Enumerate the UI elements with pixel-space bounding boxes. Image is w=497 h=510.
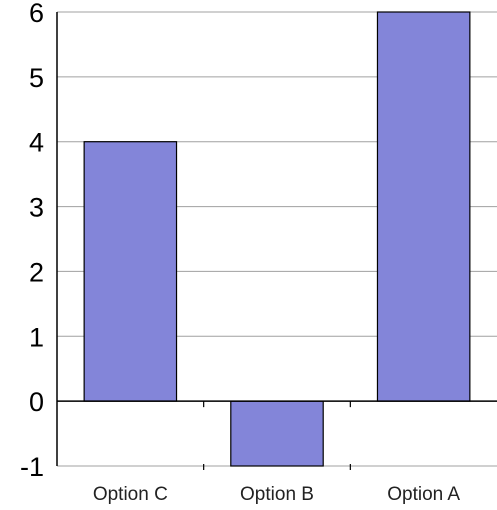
x-tick-label-option-a: Option A [387,484,460,505]
x-tick-label-option-b: Option B [240,484,314,505]
y-tick-label-0: -1 [20,452,44,482]
y-tick-label-3: 2 [29,257,44,287]
y-tick-labels: -1 0 1 2 3 4 5 6 [20,0,44,482]
y-tick-label-2: 1 [29,322,44,352]
y-tick-label-1: 0 [29,387,44,417]
bar-option-c [83,141,178,402]
x-tick-labels: Option C Option B Option A [93,484,461,505]
y-tick-label-5: 4 [29,128,44,158]
y-tick-label-7: 6 [29,0,44,28]
bar-option-b [230,400,324,467]
bars [83,11,471,467]
x-tick-label-option-c: Option C [93,484,168,505]
axes [56,12,497,470]
bar-option-a [376,11,471,402]
y-tick-label-6: 5 [29,63,44,93]
y-tick-label-4: 3 [29,193,44,223]
